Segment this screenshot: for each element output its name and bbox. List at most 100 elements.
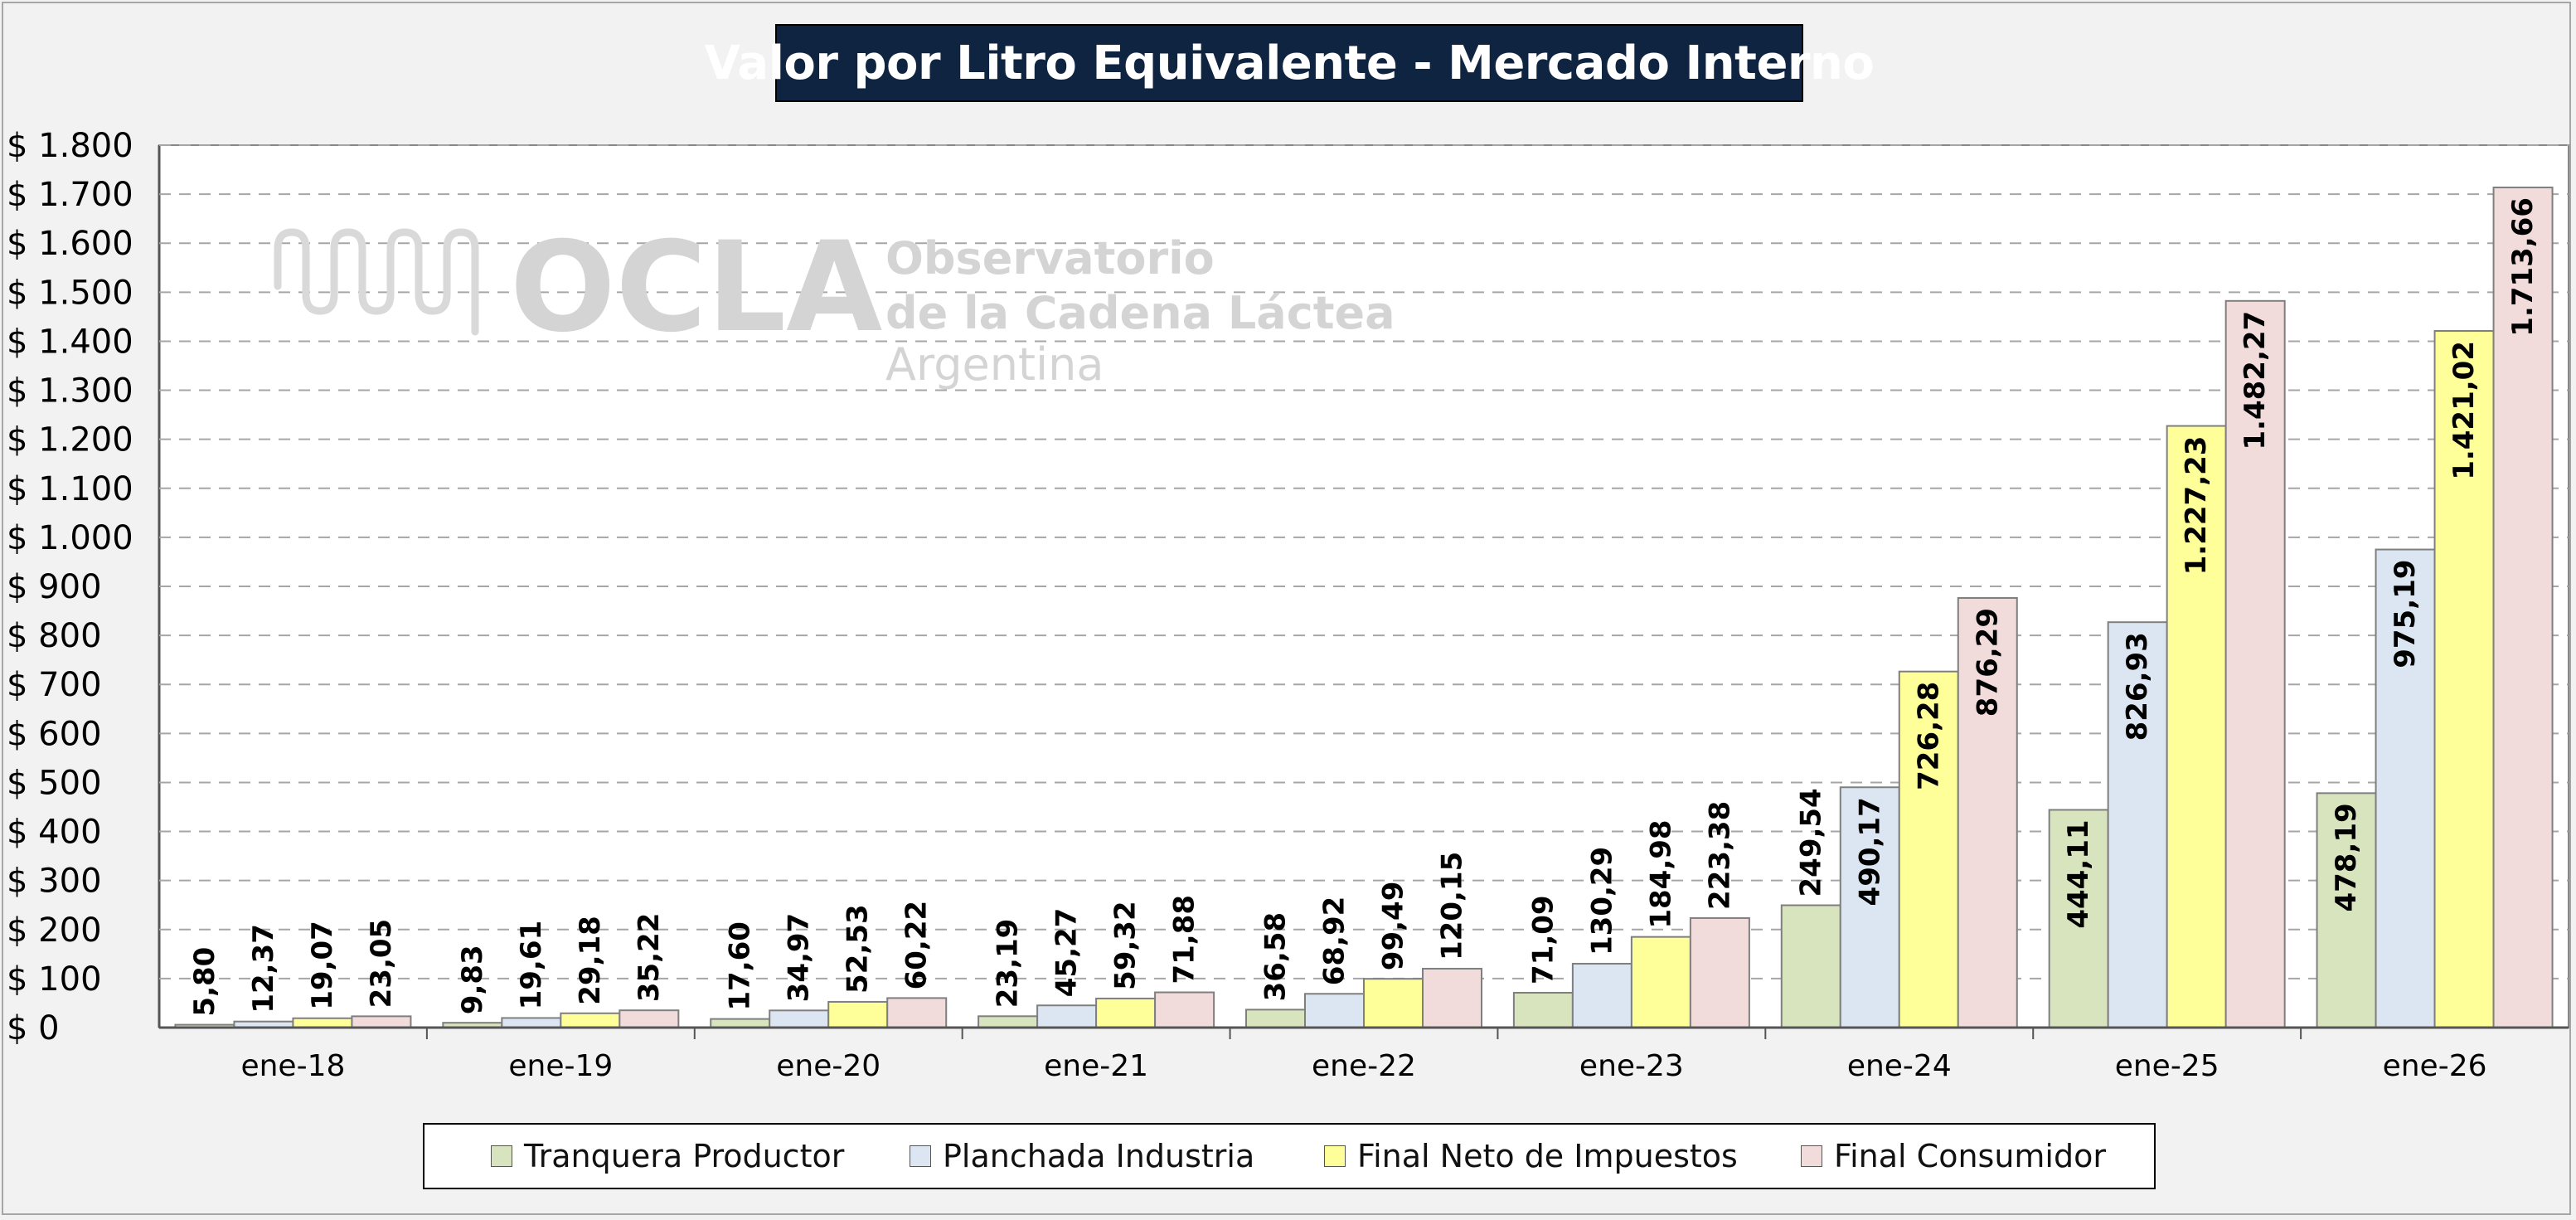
data-label: 1.482,27 (2239, 311, 2272, 450)
bar (619, 1009, 680, 1028)
data-label: 59,32 (1109, 901, 1142, 990)
bar (1571, 962, 1632, 1028)
ocla-watermark: OCLA Observatorio de la Cadena Láctea Ar… (274, 216, 1395, 391)
data-label: 478,19 (2330, 803, 2363, 911)
data-label: 17,60 (724, 921, 757, 1011)
bar (978, 1015, 1039, 1028)
y-tick-label: $ 800 (7, 617, 102, 655)
data-label: 68,92 (1318, 897, 1351, 986)
bar (2375, 548, 2436, 1028)
x-tick-label: ene-23 (1579, 1049, 1684, 1083)
x-tick-label: ene-19 (508, 1049, 613, 1083)
data-label: 9,83 (456, 945, 489, 1014)
data-label: 726,28 (1912, 682, 1945, 790)
data-labels: 5,80 12,37 19,07 23,05 9,83 19,61 29,18 35,22 17… (188, 197, 2540, 1017)
x-tick-label: ene-21 (1044, 1049, 1148, 1083)
y-tick-label: $ 1.200 (7, 421, 133, 459)
bar (1689, 916, 1750, 1029)
ocla-logo-text: OCLA (510, 216, 882, 360)
watermark-line3: Argentina (885, 338, 1104, 391)
bar (2224, 299, 2286, 1028)
bar (1363, 978, 1424, 1028)
data-label: 975,19 (2389, 560, 2422, 668)
chart-title: Valor por Litro Equivalente - Mercado In… (704, 36, 1875, 90)
bar (827, 1000, 889, 1029)
bar (2166, 425, 2227, 1028)
bar (1245, 1009, 1306, 1029)
bar (1095, 997, 1157, 1029)
data-label: 184,98 (1644, 819, 1677, 928)
bar (1154, 991, 1215, 1029)
bar (1036, 1004, 1098, 1028)
bar (710, 1018, 771, 1028)
y-tick-label: $ 0 (7, 1009, 60, 1047)
bars (174, 187, 2554, 1029)
x-tick-label: ene-18 (240, 1049, 345, 1083)
bar (769, 1009, 830, 1029)
data-label: 223,38 (1703, 801, 1736, 910)
y-tick-label: $ 900 (7, 568, 102, 606)
watermark-line2: de la Cadena Láctea (885, 287, 1395, 339)
bar (2316, 792, 2377, 1028)
data-label: 34,97 (783, 913, 816, 1003)
ocla-wave-logo (274, 228, 479, 336)
bar (1630, 936, 1691, 1028)
data-label: 826,93 (2121, 632, 2154, 741)
data-label: 71,09 (1526, 895, 1560, 984)
data-label: 19,61 (515, 921, 548, 1010)
legend-item: Planchada Industria (910, 1125, 1254, 1188)
y-tick-label: $ 1.800 (7, 127, 133, 165)
data-label: 23,19 (992, 919, 1025, 1009)
x-tick-label: ene-22 (1312, 1049, 1416, 1083)
data-label: 99,49 (1377, 882, 1410, 971)
y-tick-label: $ 1.300 (7, 372, 133, 411)
y-tick-label: $ 500 (7, 764, 102, 802)
data-label: 444,11 (2062, 819, 2095, 928)
chart-title-box: Valor por Litro Equivalente - Mercado In… (705, 24, 1875, 102)
data-label: 71,88 (1168, 895, 1201, 984)
y-tick-label: $ 100 (7, 960, 102, 999)
data-label: 876,29 (1971, 608, 2004, 717)
bar (1780, 904, 1841, 1028)
legend: Tranquera Productor Planchada Industria Fi… (423, 1123, 2156, 1189)
legend-label: Final Consumidor (1834, 1138, 2106, 1174)
data-label: 36,58 (1259, 912, 1293, 1002)
legend-swatch (491, 1145, 512, 1167)
legend-item: Tranquera Productor (491, 1125, 844, 1188)
bar (1422, 967, 1482, 1029)
bar (2492, 187, 2554, 1028)
bar (2048, 809, 2109, 1028)
y-tick-label: $ 1.400 (7, 323, 133, 361)
x-tick-label: ene-20 (776, 1049, 880, 1083)
data-label: 52,53 (842, 904, 875, 994)
legend-item: Final Consumidor (1801, 1125, 2106, 1188)
data-label: 23,05 (365, 919, 398, 1009)
data-label: 5,80 (188, 947, 221, 1017)
x-tick-label: ene-25 (2115, 1049, 2219, 1083)
data-label: 1.421,02 (2447, 341, 2481, 480)
legend-swatch (1324, 1145, 1346, 1167)
y-tick-label: $ 1.700 (7, 176, 133, 214)
bar (560, 1012, 621, 1028)
legend-label: Tranquera Productor (524, 1138, 845, 1174)
y-tick-label: $ 700 (7, 666, 102, 704)
legend-swatch (910, 1145, 931, 1167)
data-label: 120,15 (1436, 852, 1469, 960)
data-label: 60,22 (900, 901, 934, 990)
data-label: 19,07 (306, 921, 339, 1010)
x-tick-label: ene-24 (1847, 1049, 1952, 1083)
bar (351, 1015, 412, 1028)
x-tick-label: ene-26 (2383, 1049, 2487, 1083)
watermark-line1: Observatorio (885, 232, 1215, 284)
data-label: 45,27 (1050, 908, 1084, 998)
bar (1512, 991, 1574, 1028)
data-label: 1.227,23 (2180, 436, 2213, 576)
y-axis-ticks: $ 0 $ 100 $ 200 $ 300 $ 400 $ 500 $ 600 $ 700 $ … (7, 127, 133, 1047)
y-tick-label: $ 1.600 (7, 225, 133, 263)
bar (886, 997, 948, 1029)
data-label: 249,54 (1794, 788, 1827, 897)
x-axis-ticks: ene-18 ene-19 ene-20 ene-21 ene-22 ene-23 ene-… (240, 1028, 2487, 1083)
bar (1304, 993, 1365, 1028)
y-tick-label: $ 400 (7, 814, 102, 852)
